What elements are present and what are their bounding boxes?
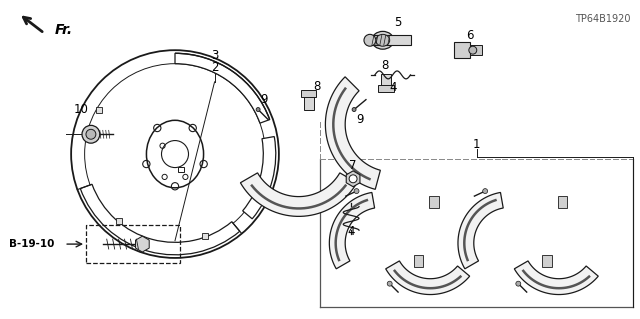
Circle shape — [483, 189, 488, 194]
Text: 9: 9 — [356, 113, 364, 126]
Wedge shape — [175, 53, 269, 123]
Circle shape — [352, 108, 356, 112]
Bar — [413, 255, 424, 267]
Circle shape — [364, 34, 376, 46]
Text: 5: 5 — [394, 16, 401, 29]
Text: 8: 8 — [381, 58, 388, 71]
Polygon shape — [458, 192, 503, 269]
Bar — [202, 233, 208, 239]
Text: B-19-10: B-19-10 — [9, 239, 54, 249]
Wedge shape — [243, 137, 276, 219]
Circle shape — [387, 281, 392, 286]
Circle shape — [256, 108, 260, 112]
Text: 8: 8 — [313, 80, 320, 93]
Polygon shape — [346, 171, 360, 187]
Text: 7: 7 — [349, 160, 357, 173]
Polygon shape — [386, 261, 470, 294]
Bar — [303, 94, 314, 109]
Circle shape — [349, 175, 357, 183]
Circle shape — [86, 129, 96, 139]
Circle shape — [469, 46, 477, 54]
Bar — [86, 225, 180, 263]
Bar — [542, 255, 552, 267]
Text: 10: 10 — [74, 103, 88, 116]
Text: 1: 1 — [473, 138, 481, 151]
Circle shape — [516, 281, 521, 286]
Polygon shape — [136, 236, 149, 252]
Bar — [378, 85, 394, 92]
Polygon shape — [325, 77, 380, 189]
Wedge shape — [80, 184, 240, 255]
Text: 4: 4 — [348, 225, 355, 238]
Ellipse shape — [376, 34, 390, 46]
Bar — [557, 196, 568, 208]
Text: TP64B1920: TP64B1920 — [575, 13, 630, 24]
Ellipse shape — [372, 31, 394, 49]
Text: 2: 2 — [211, 62, 218, 74]
Polygon shape — [515, 261, 598, 294]
Bar — [254, 181, 260, 187]
Circle shape — [82, 125, 100, 143]
Bar — [301, 90, 317, 97]
Text: 3: 3 — [211, 48, 218, 62]
Bar — [429, 196, 439, 208]
Polygon shape — [241, 173, 357, 216]
Bar — [97, 108, 102, 113]
Text: 9: 9 — [260, 93, 268, 106]
Polygon shape — [330, 192, 374, 269]
Bar — [372, 35, 412, 45]
Bar — [470, 45, 482, 55]
Bar — [454, 42, 470, 58]
Bar — [116, 218, 122, 224]
Bar — [178, 167, 184, 172]
Bar — [381, 74, 390, 90]
Circle shape — [354, 189, 359, 194]
Text: Fr.: Fr. — [54, 23, 72, 37]
Text: 4: 4 — [389, 81, 396, 94]
Text: 6: 6 — [466, 29, 474, 42]
